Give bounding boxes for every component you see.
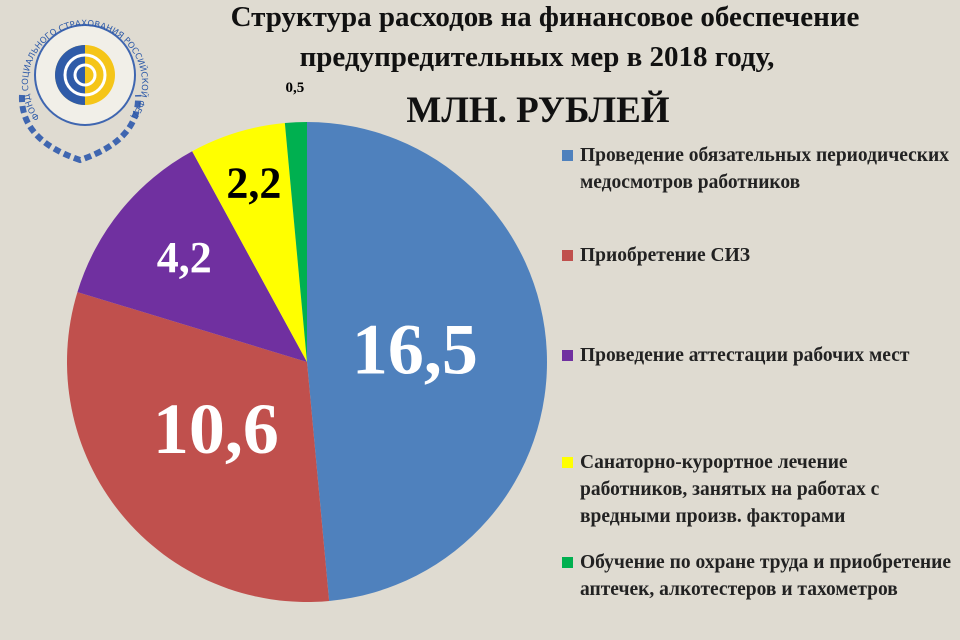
legend-swatch: [562, 150, 573, 161]
legend-item: Обучение по охране труда и приобретение …: [562, 549, 958, 603]
legend-label: Приобретение СИЗ: [580, 245, 751, 266]
pie-slice: [307, 122, 548, 601]
legend-label: Проведение обязательных периодических ме…: [580, 145, 949, 193]
legend-item: Проведение аттестации рабочих мест: [562, 342, 958, 369]
legend-item: Санаторно-курортное лечение работников, …: [562, 449, 958, 530]
legend-label: Санаторно-курортное лечение работников, …: [580, 452, 880, 527]
legend-swatch: [562, 250, 573, 261]
pie-slice: [66, 292, 330, 602]
legend-swatch: [562, 350, 573, 361]
legend-item: Приобретение СИЗ: [562, 242, 958, 269]
chart-title: Структура расходов на финансовое обеспеч…: [231, 1, 860, 33]
data-label: 4,2: [157, 233, 212, 282]
legend-swatch: [562, 457, 573, 468]
legend-swatch: [562, 557, 573, 568]
legend-label: Обучение по охране труда и приобретение …: [580, 552, 952, 600]
chart-title: предупредительных мер в 2018 году,: [300, 41, 775, 73]
chart-subtitle: МЛН. РУБЛЕЙ: [406, 89, 669, 131]
data-label: 16,5: [352, 310, 478, 390]
data-label: 2,2: [226, 159, 281, 208]
legend-item: Проведение обязательных периодических ме…: [562, 142, 958, 196]
pie-slice: [192, 123, 307, 362]
logo: ФОНД СОЦИАЛЬНОГО СТРАХОВАНИЯ РОССИЙСКОЙ …: [0, 0, 150, 164]
pie-slice: [284, 122, 307, 362]
data-label: 10,6: [153, 389, 279, 469]
legend-label: Проведение аттестации рабочих мест: [580, 345, 910, 366]
data-label: 0,5: [286, 80, 305, 96]
pie-slice: [77, 151, 307, 362]
